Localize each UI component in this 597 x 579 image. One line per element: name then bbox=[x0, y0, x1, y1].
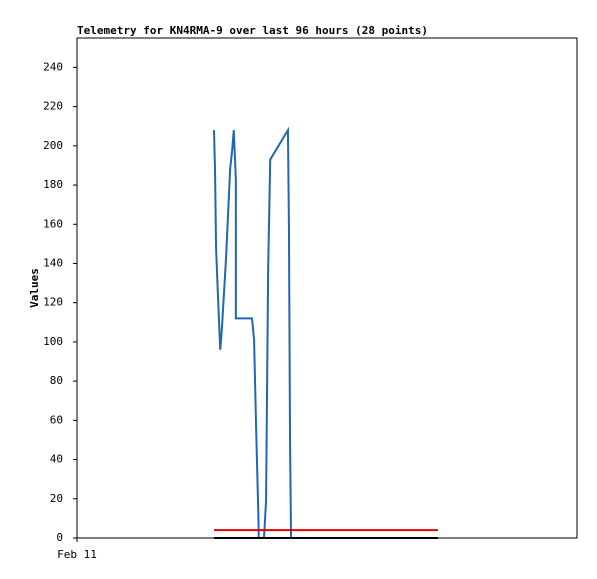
y-tick-label: 100 bbox=[43, 335, 63, 348]
y-axis-label: Values bbox=[28, 268, 41, 308]
y-tick-label: 80 bbox=[50, 374, 63, 387]
y-tick-label: 40 bbox=[50, 453, 63, 466]
y-tick-label: 0 bbox=[56, 531, 63, 544]
plot-frame bbox=[76, 37, 578, 539]
y-tick-label: 20 bbox=[50, 492, 63, 505]
y-tick-label: 120 bbox=[43, 296, 63, 309]
y-tick-label: 220 bbox=[43, 100, 63, 113]
y-tick-label: 140 bbox=[43, 256, 63, 269]
chart-title: Telemetry for KN4RMA-9 over last 96 hour… bbox=[77, 24, 428, 37]
x-tick-label: Feb 11 bbox=[57, 548, 97, 561]
y-tick-label: 180 bbox=[43, 178, 63, 191]
y-tick-label: 200 bbox=[43, 139, 63, 152]
y-tick-label: 60 bbox=[50, 413, 63, 426]
line-series bbox=[212, 126, 293, 539]
y-tick-label: 160 bbox=[43, 217, 63, 230]
y-tick-label: 240 bbox=[43, 60, 63, 73]
